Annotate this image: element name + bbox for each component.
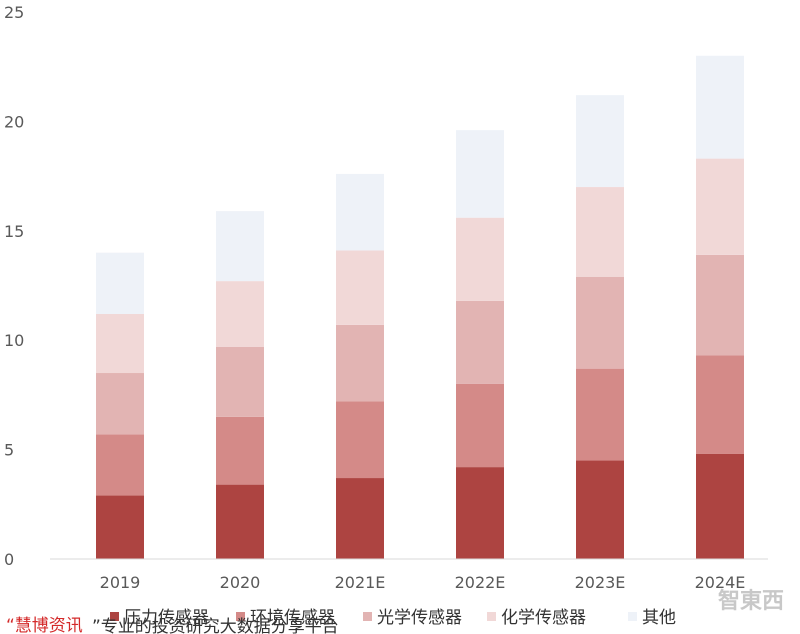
bar-segment xyxy=(216,211,264,282)
legend-label: 光学传感器 xyxy=(377,608,462,628)
legend-swatch xyxy=(628,612,637,621)
bar-segment xyxy=(696,355,744,454)
bar-segment xyxy=(576,460,624,559)
bar-segment xyxy=(336,324,384,402)
y-tick-label: 5 xyxy=(4,441,14,460)
bar-segment xyxy=(456,300,504,384)
bar-segment xyxy=(216,416,264,485)
bar-segment xyxy=(696,453,744,559)
x-axis-ticks: 2019 2020 2021E 2022E 2023E 2024E xyxy=(100,573,746,592)
bar-segment xyxy=(336,250,384,325)
legend-swatch xyxy=(110,612,119,621)
source-overlay-red: “慧博资讯 xyxy=(6,616,83,634)
y-tick-label: 10 xyxy=(4,331,24,350)
bar-segment xyxy=(456,217,504,301)
legend-label: 压力传感器 xyxy=(124,608,209,628)
bar-segment xyxy=(96,373,144,435)
x-tick-label: 2022E xyxy=(455,573,506,592)
bar-segment xyxy=(96,434,144,496)
bar-segment xyxy=(216,346,264,417)
bar-segment xyxy=(216,281,264,347)
bar-segment xyxy=(96,495,144,559)
bar-segment xyxy=(696,158,744,255)
x-tick-label: 2021E xyxy=(335,573,386,592)
bar-segment xyxy=(336,173,384,251)
y-tick-label: 0 xyxy=(4,550,14,569)
y-tick-label: 25 xyxy=(4,3,24,22)
bar-segment xyxy=(576,276,624,369)
bar-segment xyxy=(96,252,144,314)
watermark-logo: 智東西 xyxy=(718,588,784,614)
y-tick-label: 20 xyxy=(4,112,24,131)
bar-segment xyxy=(336,478,384,559)
legend-label: 其他 xyxy=(642,608,676,628)
bar-segment xyxy=(576,368,624,461)
bar-segment xyxy=(456,383,504,468)
x-tick-label: 2024E xyxy=(695,573,746,592)
x-tick-label: 2023E xyxy=(575,573,626,592)
bar-segment xyxy=(456,130,504,218)
bar-segment xyxy=(576,187,624,277)
legend-label: 化学传感器 xyxy=(501,608,586,628)
legend-swatch xyxy=(236,612,245,621)
x-tick-label: 2020 xyxy=(220,573,261,592)
bar-segment xyxy=(216,484,264,559)
bar-segment xyxy=(576,95,624,188)
bar-segment xyxy=(456,467,504,559)
legend: 压力传感器 环境传感器 光学传感器 化学传感器 其他 xyxy=(110,608,676,628)
y-axis-ticks: 0 5 10 15 20 25 xyxy=(4,3,24,569)
bar-segment xyxy=(696,55,744,159)
bars xyxy=(96,55,744,559)
legend-swatch xyxy=(487,612,496,621)
y-tick-label: 15 xyxy=(4,222,24,241)
legend-label: 环境传感器 xyxy=(250,608,335,628)
bar-segment xyxy=(336,401,384,479)
source-overlay-dark: ”专业的投资研究大数据分享平台 xyxy=(92,617,339,634)
x-tick-label: 2019 xyxy=(100,573,141,592)
legend-swatch xyxy=(363,612,372,621)
bar-segment xyxy=(96,313,144,374)
bar-segment xyxy=(696,254,744,356)
